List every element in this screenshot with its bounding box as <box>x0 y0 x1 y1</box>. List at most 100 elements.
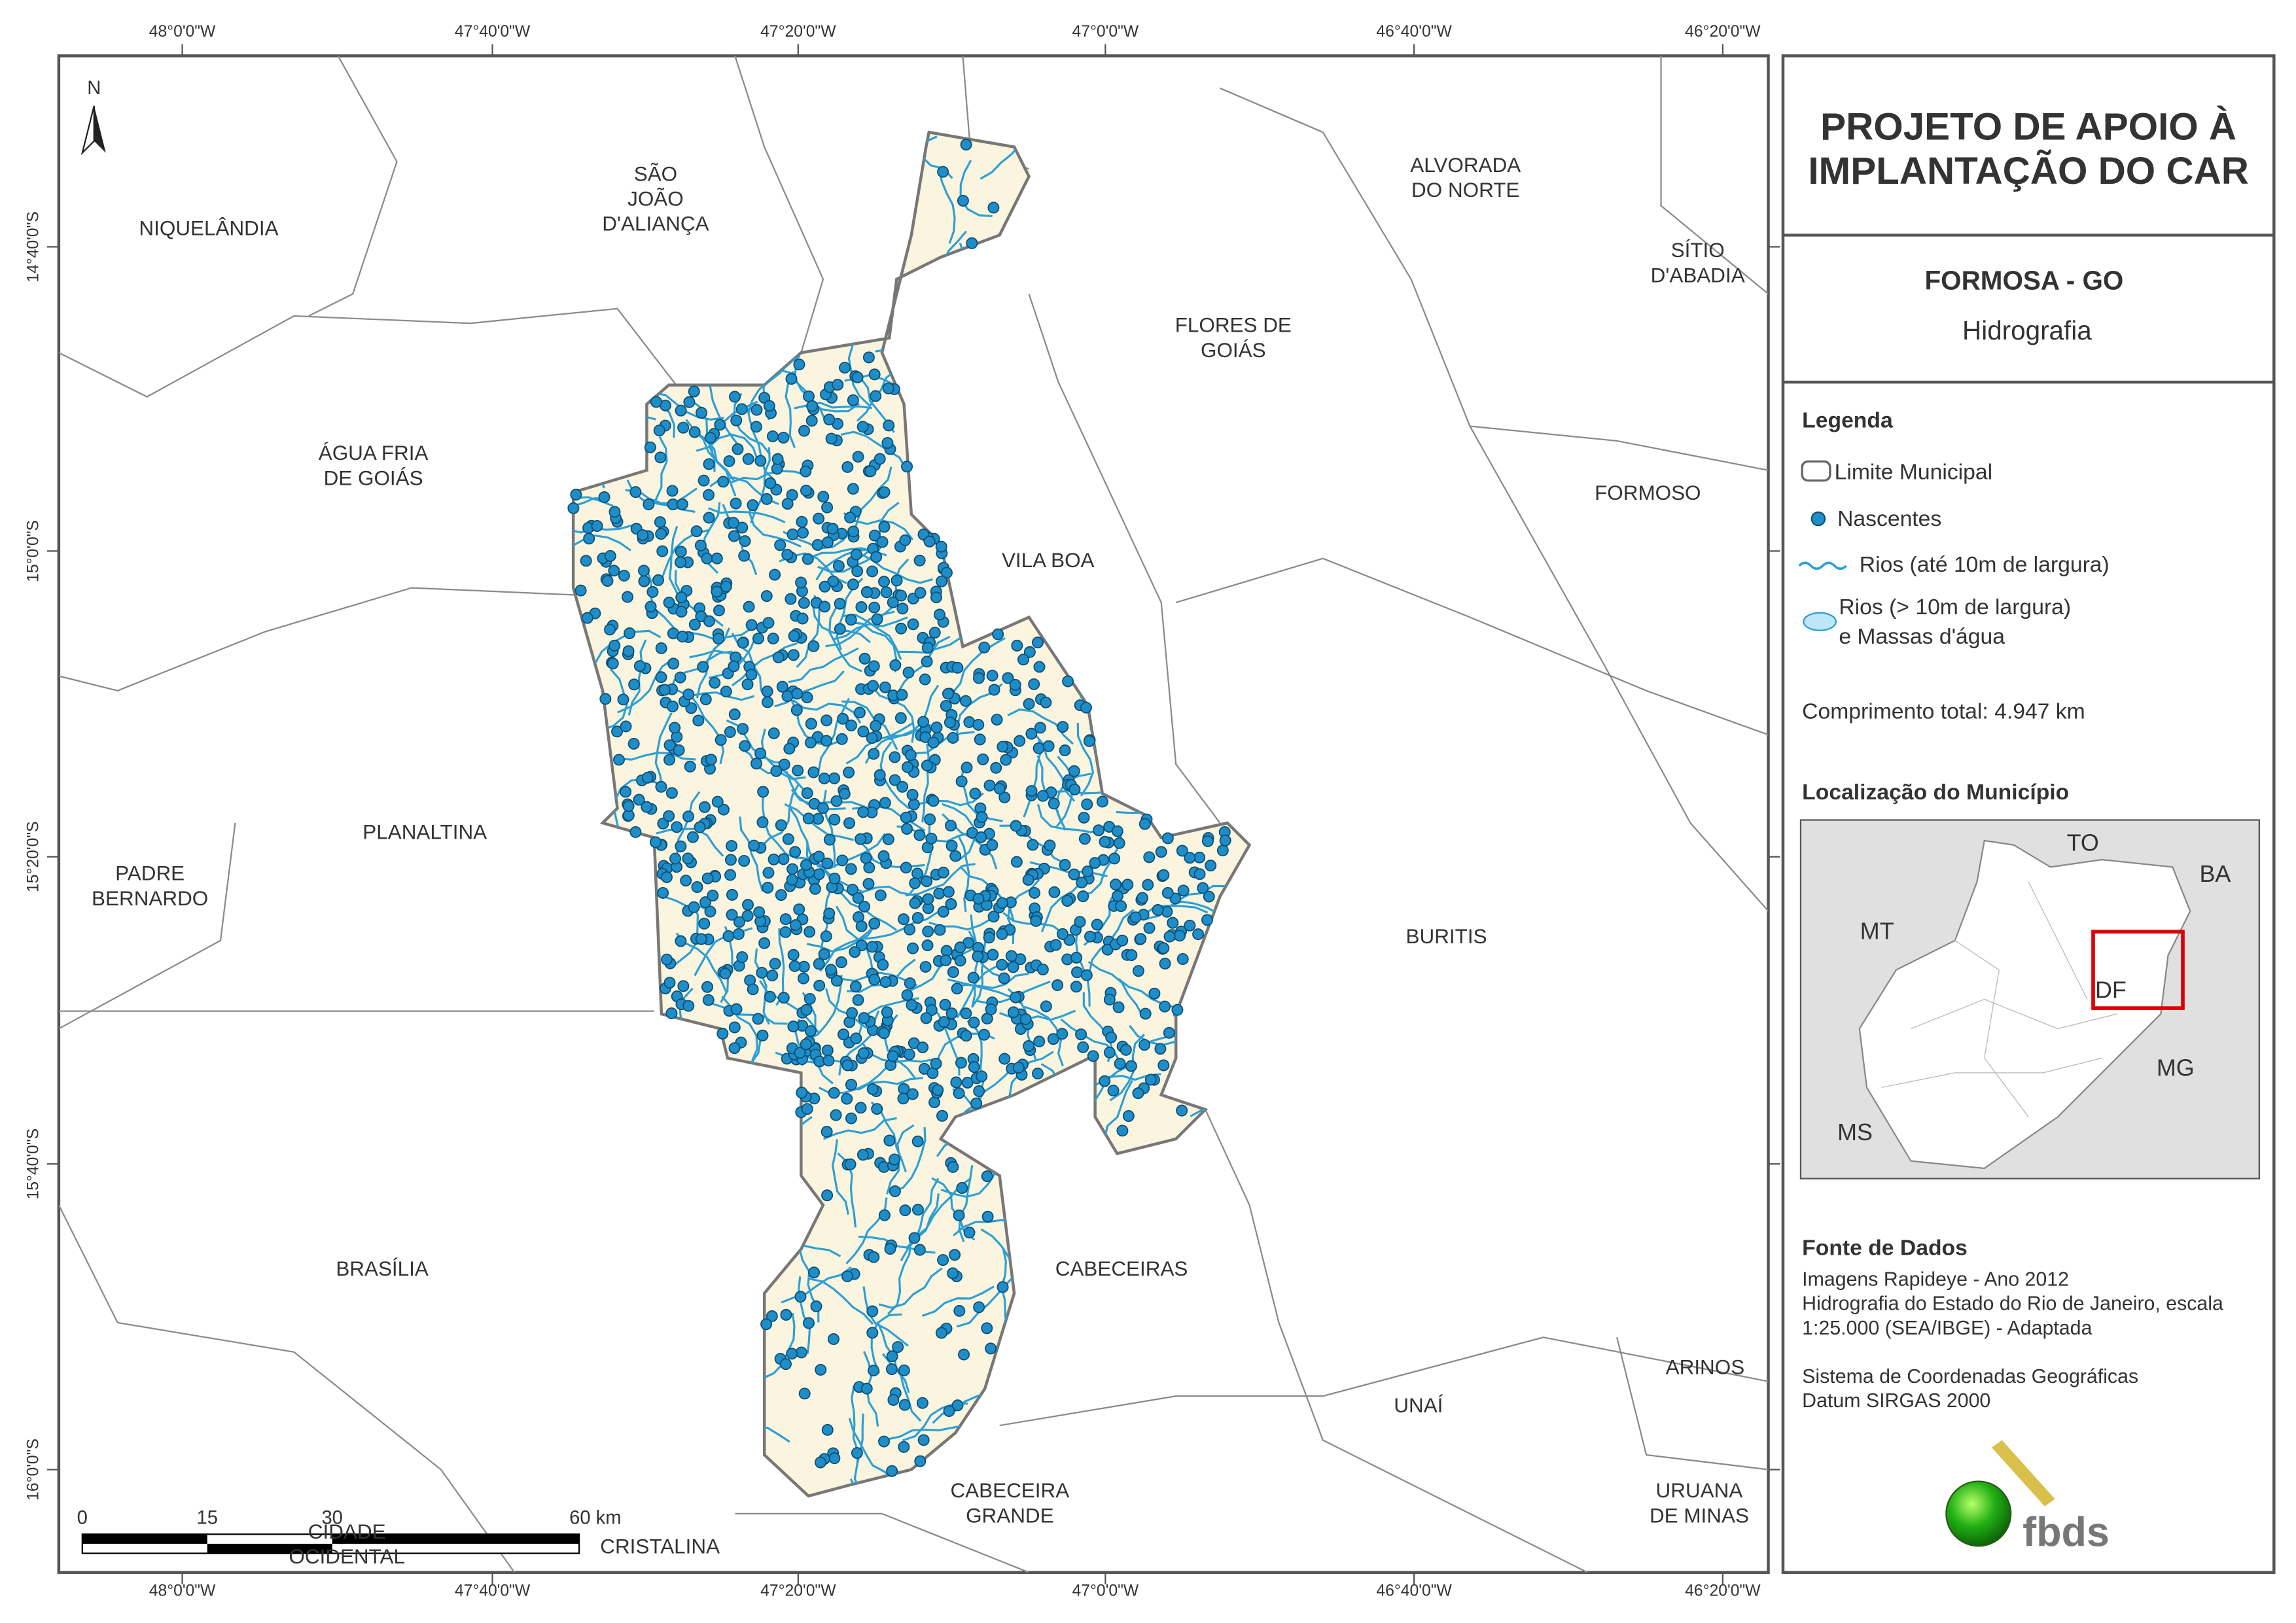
spring <box>1089 857 1101 869</box>
spring <box>761 685 773 697</box>
river <box>921 743 930 823</box>
spring <box>878 486 891 498</box>
spring <box>1070 952 1083 964</box>
spring <box>1176 953 1189 966</box>
spring <box>940 567 953 579</box>
spring <box>1081 798 1093 811</box>
spring <box>954 954 966 967</box>
spring <box>717 476 730 488</box>
spring <box>904 923 916 935</box>
spring <box>798 597 810 609</box>
spring <box>985 1003 997 1015</box>
spring <box>745 669 758 681</box>
spring <box>726 888 738 901</box>
location-title: Localização do Município <box>1802 780 2069 805</box>
river <box>627 639 647 716</box>
spring <box>747 983 759 996</box>
spring <box>973 1301 985 1314</box>
municipality-name: FORMOSA - GO <box>1924 266 2123 296</box>
river <box>971 930 989 1008</box>
north-label: N <box>87 78 101 99</box>
river <box>957 834 970 913</box>
spring <box>629 486 642 498</box>
spring <box>868 368 881 381</box>
spring <box>728 530 740 542</box>
spring <box>940 945 953 957</box>
spring <box>1062 675 1074 688</box>
spring <box>913 1244 926 1256</box>
river <box>689 694 725 765</box>
spring <box>1025 727 1038 740</box>
spring <box>1142 879 1154 891</box>
municipality-label: GOIÁS <box>1201 339 1266 362</box>
spring <box>775 889 787 901</box>
spring <box>591 520 603 532</box>
river <box>600 669 628 731</box>
spring <box>793 903 805 916</box>
scale-label: 0 <box>77 1508 88 1529</box>
spring <box>690 525 703 538</box>
spring <box>694 821 706 833</box>
spring <box>883 1134 896 1147</box>
spring <box>827 575 839 587</box>
spring <box>803 390 815 402</box>
spring <box>843 817 856 829</box>
spring <box>680 875 692 887</box>
spring <box>715 734 727 746</box>
spring <box>908 798 920 811</box>
spring <box>987 949 999 961</box>
spring <box>851 1447 863 1459</box>
spring <box>898 1364 910 1376</box>
spring <box>850 1032 862 1045</box>
spring <box>921 875 933 888</box>
spring <box>896 780 909 793</box>
spring <box>801 691 813 704</box>
spring <box>1023 698 1035 710</box>
spring <box>711 585 723 598</box>
logo-text: fbds <box>2022 1509 2110 1555</box>
spring <box>720 580 732 593</box>
river <box>835 905 874 974</box>
spring <box>1023 646 1036 658</box>
spring <box>1077 890 1089 903</box>
spring <box>944 716 956 729</box>
spring <box>981 1322 993 1335</box>
river <box>739 816 764 892</box>
spring <box>845 1112 857 1125</box>
spring <box>581 612 593 624</box>
river <box>654 712 673 789</box>
spring <box>957 194 969 207</box>
spring <box>655 671 667 684</box>
spring <box>793 358 805 371</box>
spring <box>978 641 991 654</box>
river <box>819 919 877 972</box>
total-length: Comprimento total: 4.947 km <box>1802 700 2085 724</box>
spring <box>813 512 825 525</box>
spring <box>741 678 754 691</box>
spring <box>868 660 880 672</box>
municipality-label: SÃO <box>634 162 677 185</box>
longitude-label: 47°40'0"W <box>455 1582 531 1600</box>
spring <box>701 981 713 993</box>
spring <box>628 678 641 691</box>
municipality-label: GRANDE <box>966 1504 1054 1527</box>
spring <box>973 1085 985 1097</box>
spring <box>1152 904 1164 916</box>
spring <box>658 684 671 696</box>
spring <box>797 972 809 985</box>
spring <box>675 840 687 852</box>
spring <box>972 951 984 962</box>
spring <box>1193 851 1206 864</box>
spring <box>787 1021 800 1033</box>
spring <box>887 1050 899 1062</box>
spring <box>805 718 817 730</box>
spring <box>1174 930 1186 942</box>
spring <box>888 1153 900 1166</box>
spring <box>852 892 864 904</box>
spring <box>764 477 777 489</box>
scale-label: 15 <box>197 1508 218 1529</box>
spring <box>1116 934 1129 947</box>
spring <box>1032 1068 1044 1080</box>
spring <box>798 1387 811 1400</box>
municipality-label: BURITIS <box>1406 925 1487 948</box>
